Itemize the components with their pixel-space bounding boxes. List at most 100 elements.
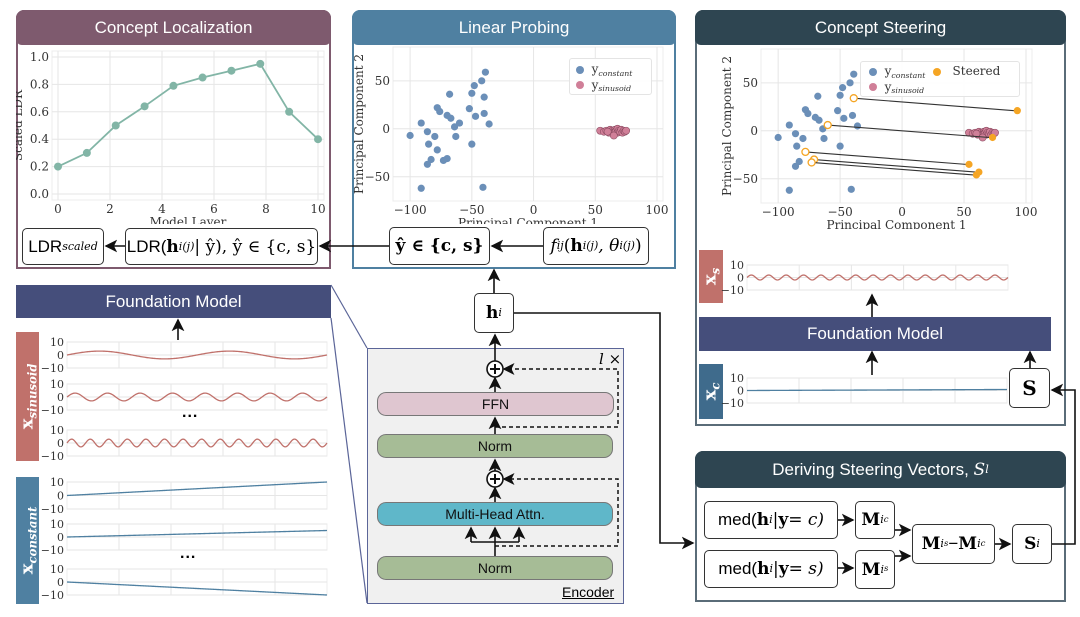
y-tick-label: −10 [41,589,64,601]
scatter-point [485,120,493,128]
y-tick-label: −10 [721,397,744,409]
legend-dot-pink [869,83,877,92]
h-sub: i [498,306,502,320]
steering-vector-s-box: S [1009,368,1050,408]
scatter-point [820,134,828,143]
ldr-line-chart: 0 2 4 6 8 10 0.0 0.2 0.4 0.6 0.8 1.0 Model Layer Scal… [16,50,326,224]
sinusoid-series-3: 100−10 [41,424,328,462]
y-tick-label: −10 [721,284,744,296]
scatter-point [452,132,460,141]
l-y: y [591,62,599,76]
scatter-point [470,82,478,90]
y-axis-label: Principal Component 2 [720,56,734,196]
scatter-point [468,89,476,97]
scatter-point [847,185,855,193]
scatter-point [853,122,862,130]
steering-arrow [814,159,976,173]
scatter-point [774,133,782,142]
y-tick-label: 0 [57,437,64,450]
scatter-point [846,79,854,87]
ldr-point [285,107,294,116]
steering-arrow [853,97,1015,112]
y-tick-label: 0 [57,576,64,589]
original-point [807,158,816,167]
x-tick-label: 50 [956,205,971,219]
steered-point [965,160,973,168]
scatter-point [433,146,441,154]
scatter-point [622,126,631,135]
mis-sub: i [880,562,884,576]
mc-mid: | [772,510,779,530]
scatter-point [850,70,858,78]
ldr-point [198,73,207,82]
d-M2: M [958,534,978,554]
yhat-text: ŷ ∈ {c, s} [395,236,484,256]
ldr-sub: scaled [62,239,98,253]
constant-series-2: 100−10 [41,518,328,556]
sinusoid-series-1: 100−10 [41,336,328,374]
concept-steering-title: Concept Steering [695,10,1066,45]
h-text: h [486,303,499,323]
legend-constant: yconstant [576,62,645,78]
scatter-point [479,183,487,191]
steering-foundation-model: Foundation Model [699,317,1051,351]
xs-label: xs [699,250,723,303]
ldr-point [314,135,322,144]
p-tsub: i [619,239,623,253]
l-sub: constant [598,68,633,78]
legend-dot-blue [576,65,584,74]
mis-M: M [861,559,881,580]
steering-arrow [811,161,974,176]
y-axis-label: Principal Component 2 [352,54,366,194]
d-title: Deriving Steering Vectors, [772,459,969,479]
constant-series-3: 100−10 [41,563,328,601]
scatter-point [814,92,822,100]
p-close: ) [634,236,642,256]
d-ss2: c [980,538,986,549]
xsin-x: x [16,418,38,430]
l-sub: sinusoid [891,86,925,96]
legend-row-2: ysinusoid [869,80,1011,96]
ldr-point [54,162,62,171]
layer-repeat-label: l × [599,350,622,368]
scatter-point [423,128,431,136]
x-tick-label: 0 [54,202,62,216]
concept-localization-title: Concept Localization [16,10,331,45]
mic-sub: i [880,513,884,527]
y-tick-label: 10 [730,259,744,272]
scatter-point [838,84,847,92]
mic-subsub: c [883,514,889,525]
y-tick-label: 0 [57,490,64,503]
scatter-point [972,129,981,138]
legend-row-1: yconstant Steered [869,64,1011,80]
scatter-point [450,123,459,131]
mc-sub: i [769,513,773,527]
probing-legend: yconstant ysinusoid [569,58,652,95]
y-tick-label: 0 [750,124,758,138]
x-tick-label: −100 [394,203,427,217]
mc-y: y [778,510,789,530]
x-tick-label: 8 [262,202,270,216]
ldr-point [169,81,178,90]
y-tick-label: 10 [50,336,64,349]
scatter-point [785,121,793,129]
l-y: y [884,64,892,78]
d-M1: M [921,534,941,554]
y-tick-label: 50 [375,74,390,88]
y-tick-label: −10 [41,362,64,374]
scatter-point [480,93,488,101]
y-tick-label: −10 [41,450,64,462]
scatter-point [406,131,414,140]
constant-ellipsis: ... [180,545,197,562]
series-line [746,274,1009,281]
ms-h: h [757,559,770,579]
sinusoid-ellipsis: ... [182,404,199,421]
scatter-point [425,140,433,148]
x-tick-label: 2 [106,202,114,216]
p-hsub: i [582,239,587,253]
plot-area [51,50,325,201]
median-c-box: med(h i | y = c) [704,501,838,539]
scatter-point [836,142,844,150]
